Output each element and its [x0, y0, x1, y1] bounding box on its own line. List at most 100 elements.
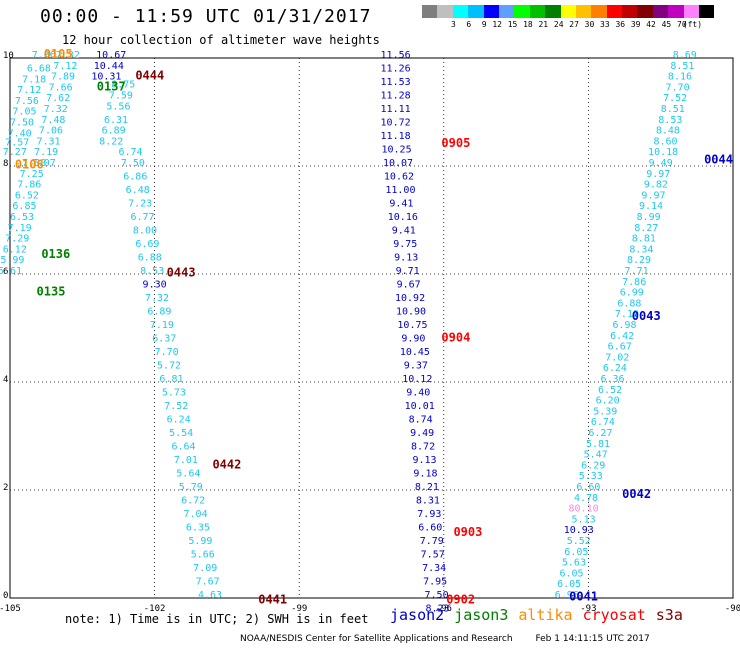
data-value-label: 7.19	[8, 223, 32, 234]
x-tick-label: -93	[580, 604, 596, 614]
legend-tick: (ft)	[682, 20, 703, 29]
y-tick-label: 6	[3, 267, 8, 277]
legend-color	[452, 5, 469, 18]
data-value-label: 9.37	[404, 361, 428, 372]
data-value-label: 6.36	[600, 374, 624, 385]
legend-color	[560, 5, 576, 18]
data-value-label: 10.18	[648, 147, 678, 158]
data-value-label: 7.67	[196, 577, 220, 588]
data-value-label: 7.40	[8, 128, 32, 139]
data-value-label: 7.89	[51, 72, 75, 83]
data-value-label: 7.95	[423, 577, 447, 588]
data-value-label: 9.13	[394, 253, 418, 264]
legend-swatch: 21	[529, 5, 548, 29]
data-value-label: 5.81	[586, 439, 610, 450]
pass-time-label: 0105	[44, 47, 73, 61]
data-value-label: 11.00	[385, 185, 415, 196]
data-value-label: 5.64	[176, 469, 200, 480]
data-value-label: 7.93	[417, 509, 441, 520]
data-value-label: 7.12	[17, 85, 41, 96]
data-value-label: 9.90	[401, 334, 425, 345]
legend-tick: 9	[481, 20, 487, 29]
data-value-label: 5.56	[106, 101, 130, 112]
data-value-label: 7.71	[625, 266, 649, 277]
legend-tick: 18	[523, 20, 533, 29]
data-value-label: 9.14	[639, 201, 663, 212]
data-value-label: 5.79	[179, 482, 203, 493]
data-value-label: 7.32	[145, 293, 169, 304]
data-value-label: 6.29	[581, 460, 605, 471]
data-value-label: 9.67	[397, 280, 421, 291]
pass-time-label: 0042	[622, 487, 651, 501]
legend-color	[468, 5, 484, 18]
data-value-label: 7.12	[53, 61, 77, 72]
data-value-label: 5.33	[579, 471, 603, 482]
data-value-label: 6.60	[576, 482, 600, 493]
data-value-label: 8.53	[658, 115, 682, 126]
chart-title: 00:00 - 11:59 UTC 01/31/2017	[40, 6, 372, 27]
data-value-label: 6.72	[181, 496, 205, 507]
data-value-label: 6.53	[10, 212, 34, 223]
pass-time-label: 0044	[704, 152, 733, 166]
data-value-label: 7.50	[10, 118, 34, 129]
pass-time-label: 0443	[167, 266, 196, 280]
data-value-label: 10.62	[384, 172, 414, 183]
data-value-label: 7.56	[15, 96, 39, 107]
data-value-label: 8.99	[637, 212, 661, 223]
y-tick-label: 10	[3, 51, 14, 61]
data-value-label: 7.29	[5, 234, 29, 245]
data-value-label: 5.39	[593, 406, 617, 417]
pass-time-label: 0137	[97, 79, 126, 93]
legend-swatch: 12	[483, 5, 502, 29]
data-value-label: 7.32	[56, 50, 80, 61]
data-value-label: 6.86	[123, 172, 147, 183]
legend-color	[437, 5, 453, 18]
data-value-label: 6.52	[598, 385, 622, 396]
data-value-label: 4.78	[574, 493, 598, 504]
data-value-label: 5.99	[0, 255, 24, 266]
pass-time-label: 0902	[446, 592, 475, 606]
y-tick-label: 4	[3, 375, 8, 385]
pass-time-label: 0903	[453, 525, 482, 539]
data-value-label: 6.27	[588, 428, 612, 439]
data-value-label: 11.53	[381, 77, 411, 88]
data-value-label: 7.32	[44, 104, 68, 115]
data-value-label: 7.02	[605, 352, 629, 363]
legend-color	[498, 5, 515, 18]
data-value-label: 7.05	[12, 107, 36, 118]
data-value-label: 9.71	[396, 266, 420, 277]
legend-tick: 39	[630, 20, 641, 29]
data-value-label: 9.40	[406, 388, 430, 399]
data-value-label: 7.48	[41, 115, 65, 126]
data-value-label: 7.57	[421, 550, 445, 561]
mission-jason2: jason2	[390, 606, 445, 624]
legend-swatch	[422, 5, 438, 29]
data-value-label: 5.47	[584, 450, 608, 461]
legend-color	[529, 5, 546, 18]
data-value-label: 5.52	[567, 536, 591, 547]
pass-time-label: 0043	[632, 309, 661, 323]
legend-color	[622, 5, 638, 18]
data-value-label: 7.06	[32, 50, 56, 61]
data-value-label: 7.70	[155, 347, 179, 358]
data-value-label: 7.07	[32, 158, 56, 169]
data-value-label: 6.88	[138, 253, 162, 264]
legend-tick: 42	[646, 20, 656, 29]
legend-color	[575, 5, 592, 18]
legend-swatch: 3	[437, 5, 456, 29]
data-value-label: 6.68	[27, 64, 51, 75]
data-value-label: 6.96	[555, 590, 579, 601]
data-value-label: 7.66	[49, 82, 73, 93]
data-value-label: 7.52	[164, 401, 188, 412]
data-value-label: 11.11	[381, 104, 411, 115]
pass-time-label: 0904	[441, 331, 470, 345]
color-legend: 3 6 9 12 15 18 21 24 27 30 33 36 39 42 45 70 (ft)	[422, 5, 715, 29]
y-tick-label: 0	[3, 591, 8, 601]
data-value-label: 8.22	[99, 136, 123, 147]
legend-tick: 27	[569, 20, 579, 29]
legend-swatch: (ft)	[682, 5, 703, 29]
legend-swatch: 36	[606, 5, 625, 29]
data-value-label: 8.00	[133, 226, 157, 237]
pass-time-label: 0041	[569, 590, 598, 604]
